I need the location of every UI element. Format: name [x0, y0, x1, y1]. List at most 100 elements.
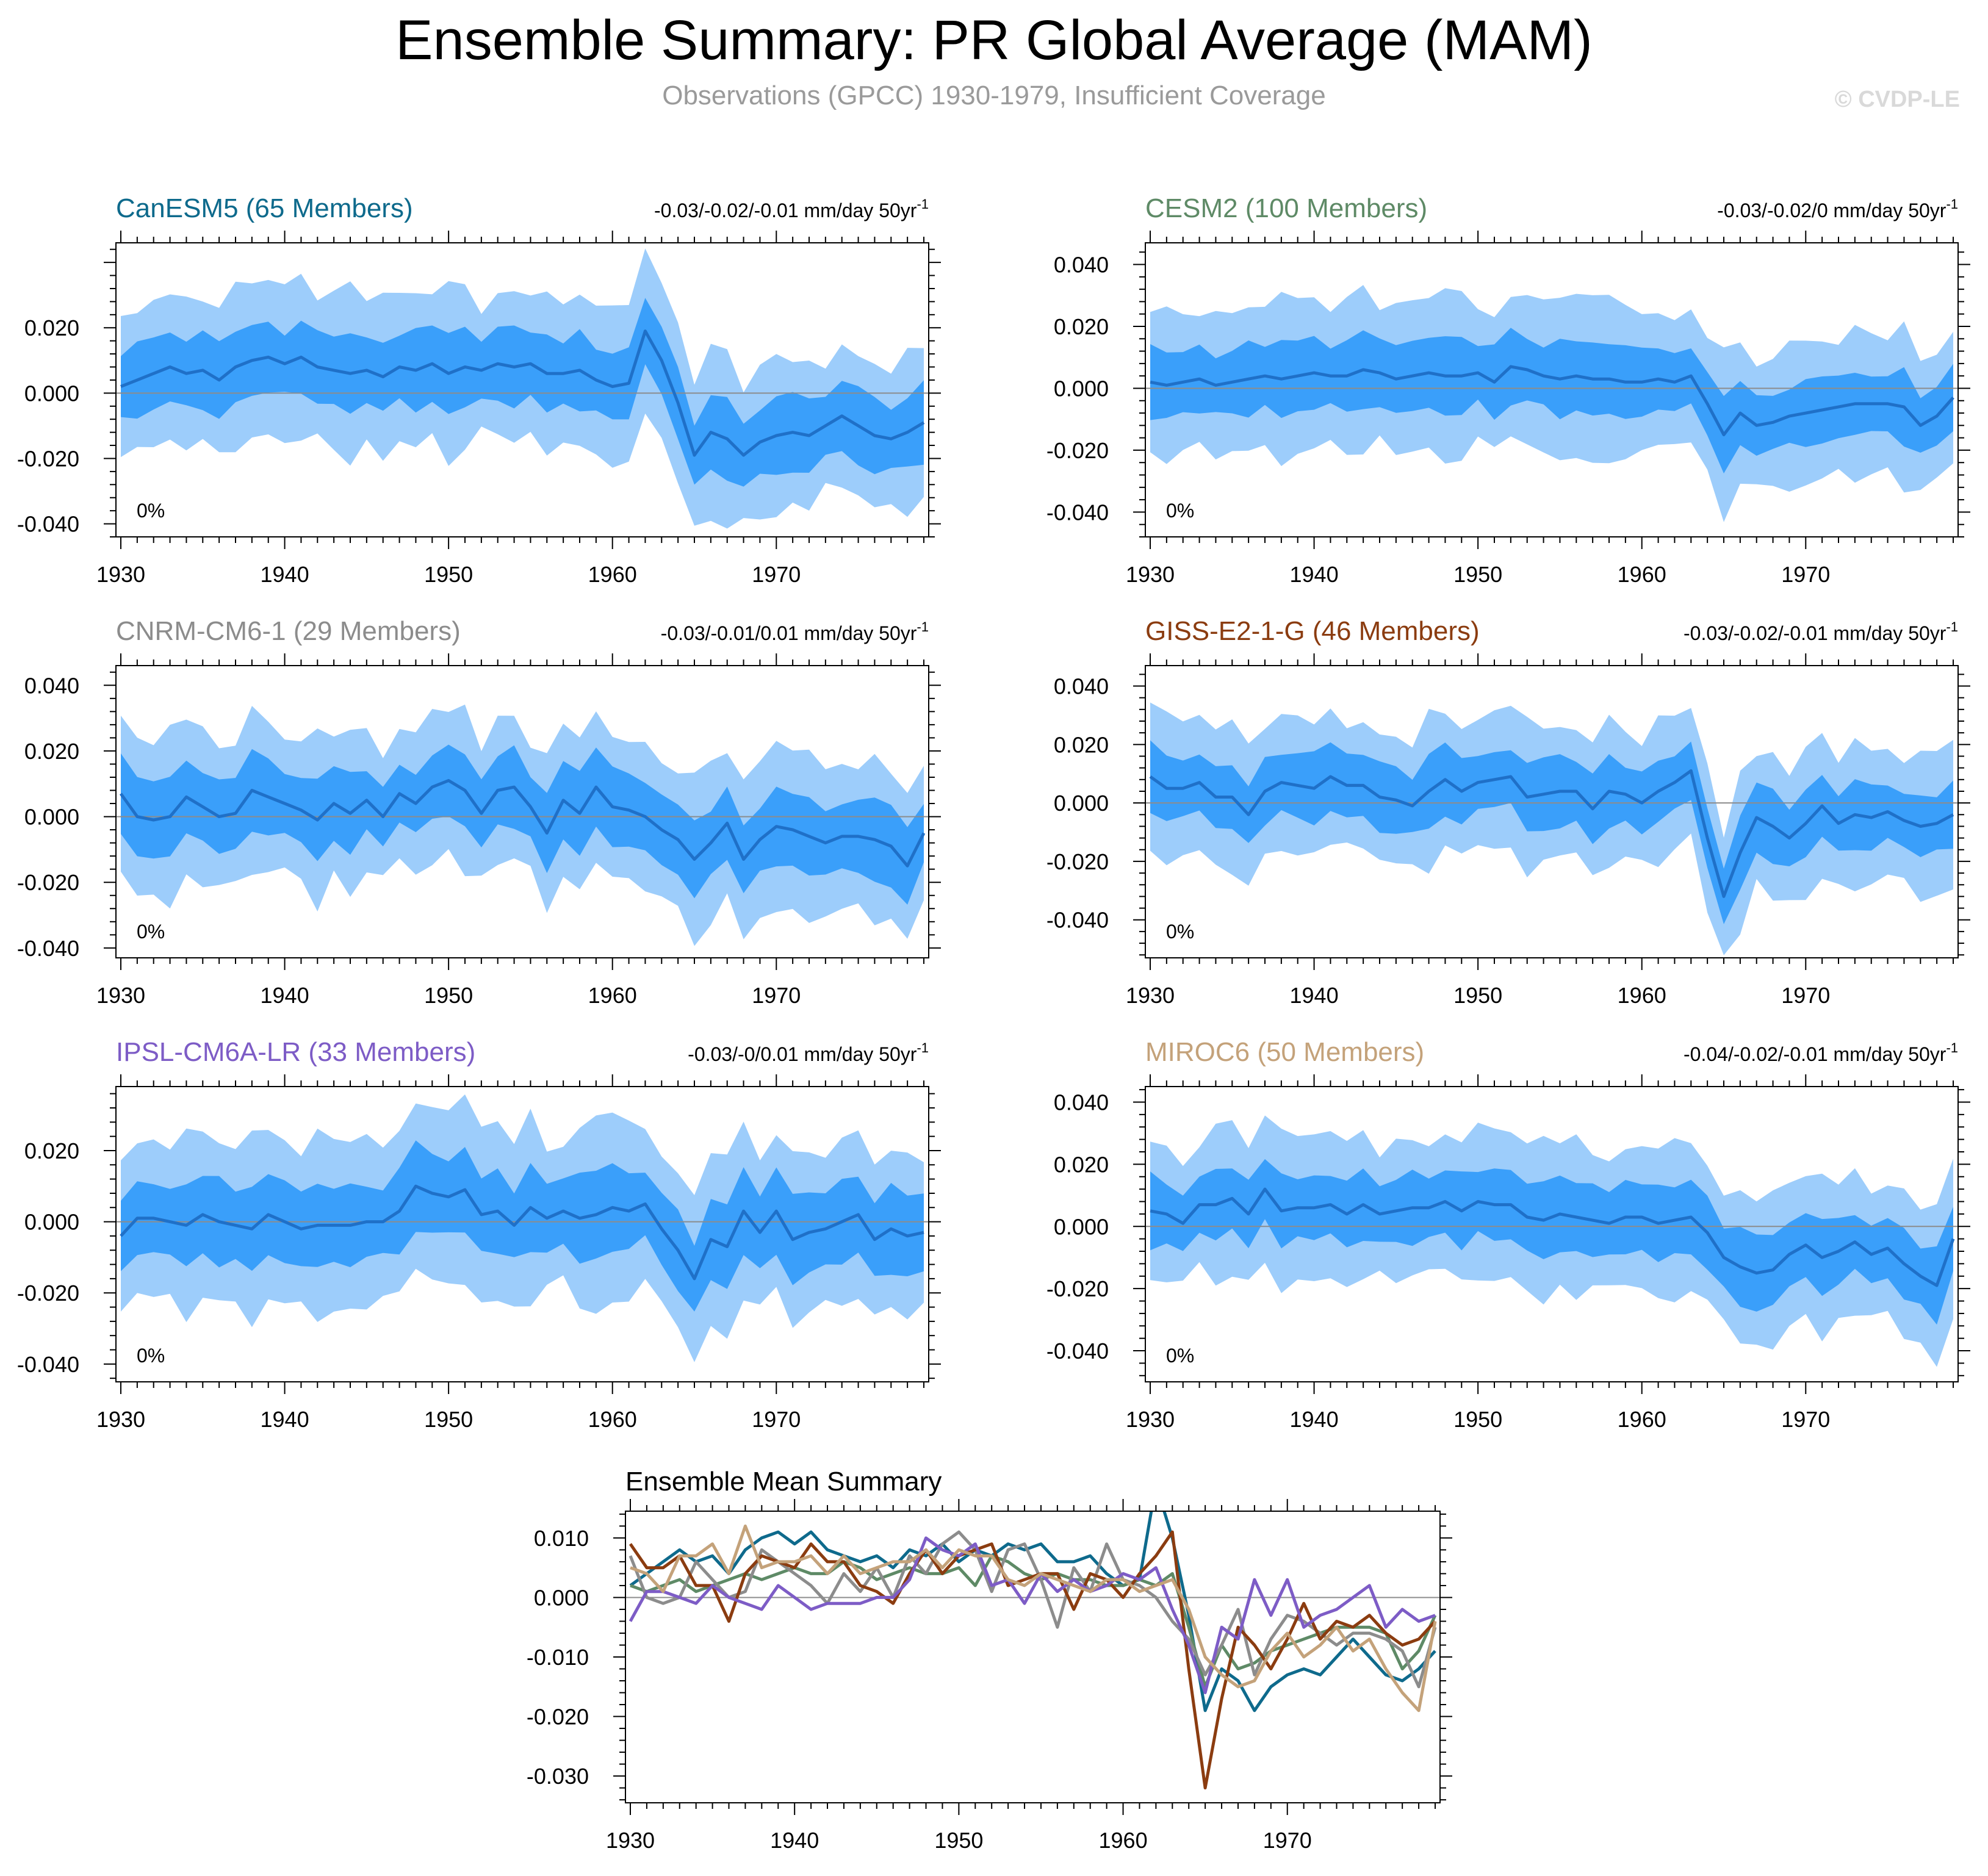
ensemble-mean-line [1150, 365, 1954, 437]
panel-cesm2: -0.040 -0.020 0.000 0.020 0.040 1930 1940 1950 1… [1046, 193, 1970, 587]
y-tick-label: 0.020 [24, 1138, 79, 1163]
inner-spread-band [121, 744, 924, 905]
x-tick-label: 1970 [1781, 983, 1830, 1008]
x-tick-label: 1960 [1618, 1407, 1666, 1432]
panel-title: Ensemble Mean Summary [625, 1467, 942, 1497]
x-tick-label: 1950 [934, 1828, 983, 1853]
y-tick-label: 0.000 [24, 805, 79, 830]
y-tick-label: 0.000 [24, 381, 79, 406]
panel-title: IPSL-CM6A-LR (33 Members) [116, 1037, 475, 1067]
inner-spread-band [1150, 1159, 1953, 1325]
series-line-ipsl-cm6a-lr [628, 1536, 1436, 1694]
percent-label: 0% [1166, 921, 1194, 943]
x-tick-label: 1970 [1781, 562, 1830, 587]
ensemble-mean-line [120, 1184, 924, 1281]
x-ticks [120, 1074, 924, 1394]
figure-title: Ensemble Summary: PR Global Average (MAM… [395, 9, 1593, 71]
series-line-giss-e2-1-g [628, 1530, 1436, 1790]
x-tick-label: 1940 [770, 1828, 819, 1853]
y-ticks [1133, 674, 1970, 956]
x-tick-label: 1960 [1618, 983, 1666, 1008]
percent-label: 0% [137, 500, 165, 522]
inner-spread-band [121, 298, 924, 487]
panel-giss-e2-1-g: -0.040 -0.020 0.000 0.020 0.040 1930 1940 1950 1… [1046, 616, 1970, 1008]
x-tick-label: 1940 [261, 983, 309, 1008]
y-tick-label: 0.040 [1054, 253, 1109, 278]
y-tick-label: 0.020 [1054, 1152, 1109, 1177]
plot-frame [1145, 242, 1959, 537]
x-tick-label: 1970 [1263, 1828, 1312, 1853]
x-tick-label: 1970 [752, 1407, 801, 1432]
inner-spread-band [121, 1140, 924, 1312]
percent-label: 0% [1166, 1345, 1194, 1367]
x-tick-label: 1930 [96, 562, 145, 587]
y-tick-label: 0.000 [1054, 376, 1109, 401]
panel-title: CanESM5 (65 Members) [116, 193, 413, 223]
series-line-miroc6 [630, 1524, 1437, 1712]
x-tick-label: 1960 [588, 983, 637, 1008]
x-tick-label: 1940 [1290, 562, 1339, 587]
mean-points [1150, 771, 1954, 897]
x-tick-label: 1950 [424, 983, 473, 1008]
y-tick-label: -0.040 [1046, 1339, 1109, 1364]
trend-label: -0.03/-0/0.01 mm/day 50yr-1 [688, 1040, 929, 1065]
x-tick-label: 1940 [261, 1407, 309, 1432]
y-tick-label: 0.000 [1054, 791, 1109, 816]
plot-frame [115, 1086, 929, 1382]
panel-title: CESM2 (100 Members) [1145, 193, 1427, 223]
ensemble-mean-line [1149, 769, 1954, 898]
y-tick-label: -0.020 [1046, 1276, 1109, 1301]
y-tick-label: 0.020 [24, 315, 79, 340]
y-ticks [104, 671, 941, 949]
x-ticks [1150, 1074, 1954, 1394]
x-tick-label: 1960 [1099, 1828, 1148, 1853]
y-tick-label: 0.020 [1054, 314, 1109, 339]
x-tick-label: 1950 [424, 562, 473, 587]
y-tick-label: -0.020 [1046, 438, 1109, 463]
x-ticks [1150, 231, 1954, 549]
credit-watermark: © CVDP-LE [1834, 87, 1960, 112]
panel-ipsl-cm6a-lr: -0.040 -0.020 0.000 0.020 1930 1940 1950 1960 19… [17, 1037, 941, 1432]
percent-label: 0% [137, 1345, 165, 1367]
y-tick-label: 0.020 [1054, 732, 1109, 757]
plot-area [116, 248, 929, 529]
x-tick-label: 1970 [752, 983, 801, 1008]
series-line-canesm5 [629, 1511, 1436, 1712]
ensemble-mean-line [1150, 1187, 1955, 1287]
x-tick-label: 1930 [1126, 562, 1175, 587]
plot-area [116, 704, 929, 946]
x-tick-label: 1930 [1126, 1407, 1175, 1432]
trend-label: -0.03/-0.01/0.01 mm/day 50yr-1 [661, 619, 929, 644]
y-tick-label: -0.020 [17, 1281, 79, 1306]
y-tick-label: -0.020 [17, 446, 79, 471]
x-tick-label: 1940 [1290, 1407, 1339, 1432]
mean-points [120, 1186, 924, 1279]
y-tick-label: -0.040 [1046, 500, 1109, 525]
y-tick-label: -0.040 [17, 936, 79, 961]
plot-frame [115, 242, 929, 537]
panel-cnrm-cm6-1: -0.040 -0.020 0.000 0.020 0.040 1930 1940 1950 1… [17, 616, 941, 1008]
percent-label: 0% [1166, 500, 1194, 522]
plot-area [1145, 1115, 1958, 1367]
panel-title: GISS-E2-1-G (46 Members) [1145, 616, 1480, 646]
x-ticks [1150, 653, 1954, 970]
y-tick-label: 0.000 [1054, 1214, 1109, 1239]
ensemble-mean-line [119, 778, 926, 868]
y-ticks [104, 248, 941, 537]
ensemble-mean-line [120, 329, 925, 457]
y-ticks [1133, 251, 1970, 537]
inner-spread-band [1150, 328, 1953, 473]
x-tick-label: 1960 [1618, 562, 1666, 587]
x-tick-label: 1930 [1126, 983, 1175, 1008]
y-tick-label: -0.020 [17, 870, 79, 895]
y-tick-label: -0.030 [527, 1764, 589, 1789]
x-tick-label: 1950 [1453, 1407, 1502, 1432]
trend-label: -0.04/-0.02/-0.01 mm/day 50yr-1 [1684, 1040, 1958, 1065]
panel-ensemble-mean: -0.030 -0.020 -0.010 0.000 0.010 1930 1940 1950… [527, 1467, 1452, 1853]
trend-label: -0.03/-0.02/-0.01 mm/day 50yr-1 [654, 196, 929, 221]
plot-frame [1145, 1086, 1959, 1382]
x-tick-label: 1970 [752, 562, 801, 587]
y-tick-label: 0.000 [534, 1585, 589, 1610]
x-tick-label: 1940 [1290, 983, 1339, 1008]
